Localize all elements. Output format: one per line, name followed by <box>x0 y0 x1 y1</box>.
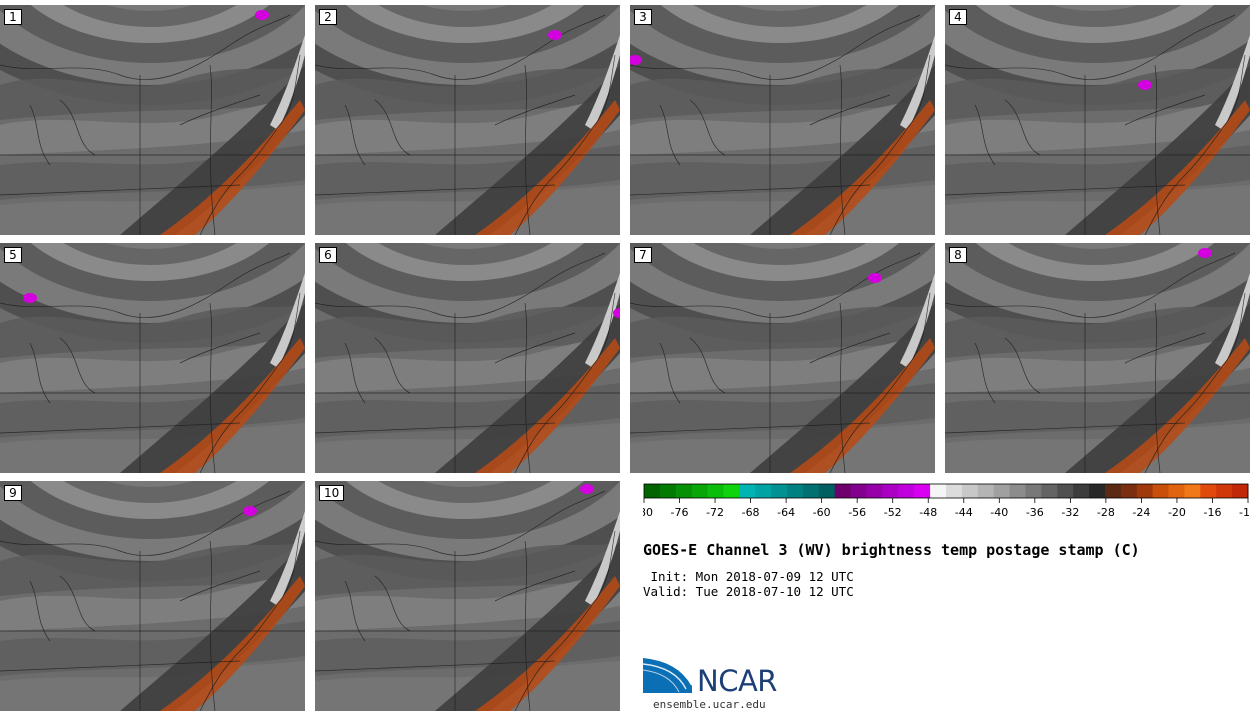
map-2-graphic <box>315 5 620 235</box>
colorbar-swatch <box>1057 484 1074 498</box>
colorbar-swatch <box>802 484 820 498</box>
colorbar-swatch <box>739 484 756 498</box>
map-panel-8: 8 <box>945 243 1250 473</box>
colorbar-swatch <box>1184 484 1201 498</box>
panel-label: 10 <box>319 485 345 501</box>
colorbar-tick-label: -72 <box>706 506 724 519</box>
panel-label: 7 <box>634 247 652 263</box>
colorbar-swatch <box>1168 484 1185 498</box>
colorbar-swatch <box>993 484 1010 498</box>
colorbar-swatch <box>675 484 693 498</box>
map-panel-1: 1 <box>0 5 305 235</box>
panel-label: 3 <box>634 9 652 25</box>
map-8-graphic <box>945 243 1250 473</box>
init-time: Init: Mon 2018-07-09 12 UTC <box>643 569 854 584</box>
website-label: ensemble.ucar.edu <box>653 698 766 711</box>
colorbar-swatch <box>1120 484 1138 498</box>
colorbar-swatch <box>1089 484 1106 498</box>
colorbar-swatch <box>930 484 947 498</box>
panel-label: 4 <box>949 9 967 25</box>
colorbar-swatch <box>1073 484 1090 498</box>
map-9-graphic <box>0 481 305 711</box>
colorbar-swatch <box>1136 484 1154 498</box>
map-panel-3: 3 <box>630 5 935 235</box>
map-panel-4: 4 <box>945 5 1250 235</box>
map-1-graphic <box>0 5 305 235</box>
map-panel-10: 10 <box>315 481 620 711</box>
panel-label: 2 <box>319 9 337 25</box>
map-3-graphic <box>630 5 935 235</box>
colorbar-swatch <box>1025 484 1042 498</box>
ncar-logo-text: NCAR <box>697 664 777 698</box>
map-panel-7: 7 <box>630 243 935 473</box>
colorbar-swatch <box>818 484 836 498</box>
panel-label: 1 <box>4 9 22 25</box>
colorbar-tick-label: -16 <box>1203 506 1221 519</box>
map-panel-5: 5 <box>0 243 305 473</box>
panel-label: 9 <box>4 485 22 501</box>
colorbar-swatch <box>946 484 963 498</box>
colorbar-tick-label: -44 <box>955 506 973 519</box>
colorbar-swatch <box>787 484 804 498</box>
colorbar-tick-label: -76 <box>671 506 689 519</box>
colorbar-swatch <box>1216 484 1233 498</box>
colorbar-swatch <box>898 484 915 498</box>
colorbar-swatch <box>755 484 772 498</box>
panel-label: 6 <box>319 247 337 263</box>
map-5-graphic <box>0 243 305 473</box>
colorbar-tick-label: -24 <box>1132 506 1150 519</box>
colorbar-swatch <box>659 484 677 498</box>
valid-time: Valid: Tue 2018-07-10 12 UTC <box>643 584 854 599</box>
colorbar-swatch <box>977 484 995 498</box>
map-4-graphic <box>945 5 1250 235</box>
map-10-graphic <box>315 481 620 711</box>
colorbar-swatch <box>771 484 788 498</box>
colorbar-swatch <box>1232 484 1249 498</box>
colorbar-tick-label: -56 <box>848 506 866 519</box>
map-panel-6: 6 <box>315 243 620 473</box>
colorbar-swatch <box>1152 484 1169 498</box>
colorbar-tick-label: -12 <box>1239 506 1249 519</box>
panel-label: 5 <box>4 247 22 263</box>
colorbar-swatch <box>961 484 979 498</box>
colorbar-swatch <box>914 484 931 498</box>
colorbar-swatch <box>834 484 852 498</box>
map-panel-2: 2 <box>315 5 620 235</box>
map-panel-9: 9 <box>0 481 305 711</box>
colorbar-tick-label: -80 <box>643 506 653 519</box>
ncar-logo-icon <box>642 656 693 693</box>
colorbar-tick-label: -36 <box>1026 506 1044 519</box>
colorbar-swatch <box>707 484 724 498</box>
colorbar-tick-label: -68 <box>742 506 760 519</box>
colorbar-legend: -80 -76 -72 -68 -64 -60 -56 -52 -48 -44 -40 -36 -32 -… <box>643 483 1249 519</box>
colorbar-tick-label: -40 <box>990 506 1008 519</box>
colorbar-tick-label: -60 <box>813 506 831 519</box>
colorbar-tick-label: -64 <box>777 506 795 519</box>
colorbar-tick-label: -52 <box>884 506 902 519</box>
map-7-graphic <box>630 243 935 473</box>
colorbar-tick-label: -28 <box>1097 506 1115 519</box>
colorbar-swatch <box>882 484 899 498</box>
colorbar-swatch <box>866 484 883 498</box>
colorbar-swatch <box>1104 484 1122 498</box>
panel-label: 8 <box>949 247 967 263</box>
colorbar-tick-label: -48 <box>919 506 937 519</box>
colorbar-swatch <box>1009 484 1026 498</box>
plot-title: GOES-E Channel 3 (WV) brightness temp po… <box>643 541 1140 559</box>
colorbar-swatch <box>850 484 867 498</box>
colorbar-swatch <box>723 484 740 498</box>
map-6-graphic <box>315 243 620 473</box>
colorbar-swatch <box>1041 484 1058 498</box>
colorbar-swatch <box>644 484 661 498</box>
colorbar-swatch <box>691 484 708 498</box>
colorbar-tick-label: -20 <box>1168 506 1186 519</box>
colorbar-tick-label: -32 <box>1061 506 1079 519</box>
colorbar-swatch <box>1200 484 1217 498</box>
